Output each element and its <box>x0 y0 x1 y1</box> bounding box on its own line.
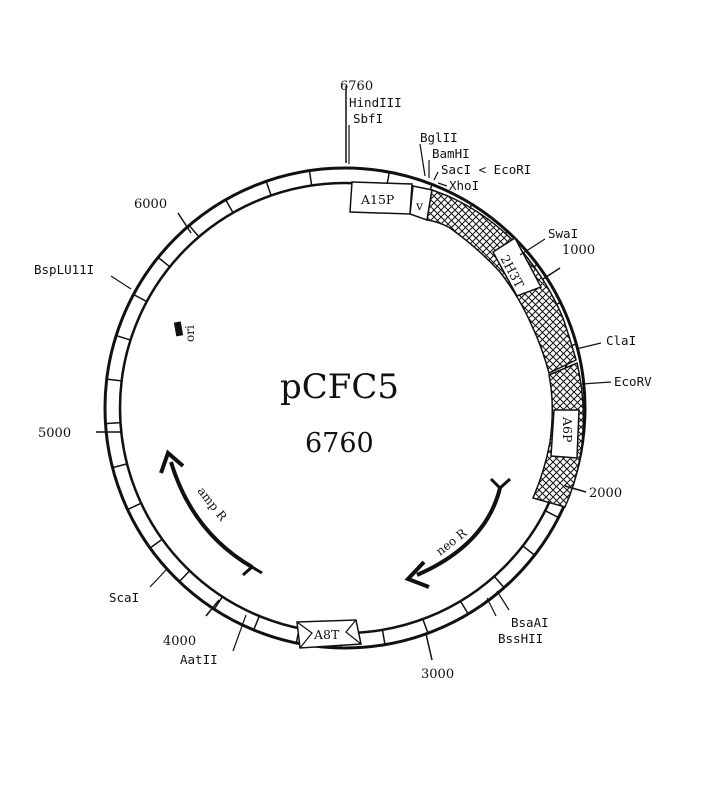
site-ecorv: EcoRV <box>581 374 652 389</box>
a8t-label: A8T <box>313 627 340 642</box>
site-bamhi: BamHI <box>428 146 470 178</box>
minor-tick <box>127 502 142 511</box>
v-label: v <box>415 198 424 213</box>
minor-tick <box>115 334 131 341</box>
minor-tick <box>213 596 224 610</box>
coordinate-tick-4000: 4000 <box>163 599 220 649</box>
site-label-scai: ScaI <box>109 590 139 605</box>
minor-tick <box>308 170 313 186</box>
coordinate-tick-6000: 6000 <box>134 197 192 234</box>
coordinate-tick-5000: 5000 <box>38 426 121 441</box>
minor-tick <box>265 181 272 196</box>
coordinate-label-2000: 2000 <box>589 486 622 501</box>
a6p-box: A6P <box>550 409 580 459</box>
minor-tick <box>544 510 559 519</box>
minor-tick <box>522 545 536 556</box>
site-label-bsplu11i: BspLU11I <box>34 262 94 277</box>
minor-tick <box>381 629 386 645</box>
coordinate-label-5000: 5000 <box>38 426 71 441</box>
site-saci-ecori: SacI < EcoRI <box>433 162 531 181</box>
plasmid-name: pCFC5 <box>280 367 399 407</box>
site-label-aatii: AatII <box>180 652 218 667</box>
site-clai: ClaI <box>575 333 636 350</box>
minor-tick <box>422 618 429 634</box>
minor-tick <box>459 600 469 615</box>
minor-tick <box>133 293 148 303</box>
site-label-saci-ecori: SacI < EcoRI <box>441 162 531 177</box>
site-bglii: BglII <box>419 130 458 177</box>
site-scai: ScaI <box>109 569 167 605</box>
a8t-box: A8T <box>296 619 362 649</box>
a6p-label: A6P <box>560 416 575 442</box>
site-label-swai: SwaI <box>548 226 578 241</box>
coordinate-label-6000: 6000 <box>134 197 167 212</box>
site-label-xhoi: XhoI <box>449 178 479 193</box>
coordinate-tick-3000: 3000 <box>421 633 454 682</box>
site-label-clai: ClaI <box>606 333 636 348</box>
site-bsplu11i: BspLU11I <box>34 262 132 290</box>
site-aatii: AatII <box>180 614 247 667</box>
minor-tick <box>178 570 191 583</box>
site-label-bsshii: BssHII <box>498 631 543 646</box>
coordinate-tick-1000: 1000 <box>542 243 595 280</box>
ori-marker: ori <box>173 321 197 342</box>
site-label-bsaai: BsaAI <box>511 615 549 630</box>
minor-tick <box>112 463 128 469</box>
site-bsshii: BssHII <box>486 597 543 646</box>
site-label-bglii: BglII <box>420 130 458 145</box>
minor-tick <box>157 256 171 268</box>
coordinate-tick-2000: 2000 <box>564 485 622 501</box>
minor-tick <box>188 224 200 238</box>
minor-tick <box>106 378 122 382</box>
ori-label: ori <box>183 325 197 342</box>
plasmid-size: 6760 <box>305 428 374 459</box>
site-label-sbfi: SbfI <box>353 111 383 126</box>
coordinate-label-1000: 1000 <box>562 243 595 258</box>
site-swai: SwaI <box>519 226 578 256</box>
site-label-ecorv: EcoRV <box>614 374 652 389</box>
site-xhoi: XhoI <box>437 178 479 193</box>
minor-tick <box>149 538 163 549</box>
coordinate-label-4000: 4000 <box>163 634 196 649</box>
site-label-bamhi: BamHI <box>432 146 470 161</box>
neo-resistance-arrow: neo R <box>404 477 512 589</box>
hatched-segment-upper <box>426 188 577 375</box>
a15p-box: A15P <box>349 181 413 215</box>
minor-tick <box>224 199 234 214</box>
site-label-hindiii: HindIII <box>349 95 402 110</box>
coordinate-tick-6760: 6760 <box>340 79 373 163</box>
a15p-label: A15P <box>360 192 394 207</box>
coordinate-label-3000: 3000 <box>421 667 454 682</box>
coordinate-label-6760: 6760 <box>340 79 373 94</box>
minor-tick <box>493 575 505 589</box>
minor-tick <box>105 421 121 425</box>
site-bsaai: BsaAI <box>496 590 549 630</box>
minor-tick <box>252 615 261 631</box>
